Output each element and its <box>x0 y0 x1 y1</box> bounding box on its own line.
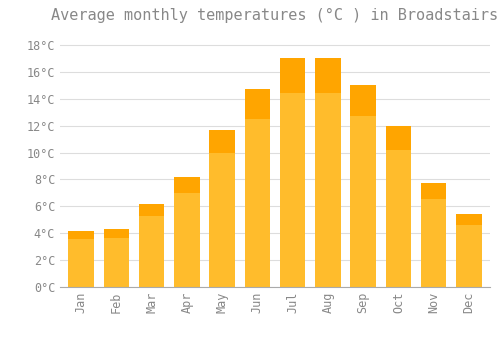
Bar <box>386 126 411 287</box>
Bar <box>244 89 270 287</box>
Bar <box>456 215 481 225</box>
Bar <box>280 58 305 287</box>
Title: Average monthly temperatures (°C ) in Broadstairs: Average monthly temperatures (°C ) in Br… <box>52 8 498 23</box>
Bar <box>174 177 200 287</box>
Bar <box>68 231 94 287</box>
Bar <box>280 58 305 93</box>
Bar <box>421 183 446 199</box>
Bar <box>139 204 164 216</box>
Bar <box>421 183 446 287</box>
Bar <box>104 229 129 287</box>
Bar <box>386 126 411 150</box>
Bar <box>139 204 164 287</box>
Bar <box>104 229 129 238</box>
Bar <box>456 215 481 287</box>
Bar <box>350 85 376 116</box>
Bar <box>350 85 376 287</box>
Bar <box>68 231 94 239</box>
Bar <box>244 89 270 119</box>
Bar <box>174 177 200 193</box>
Bar <box>315 58 340 287</box>
Bar <box>210 130 235 287</box>
Bar <box>210 130 235 153</box>
Bar <box>315 58 340 93</box>
